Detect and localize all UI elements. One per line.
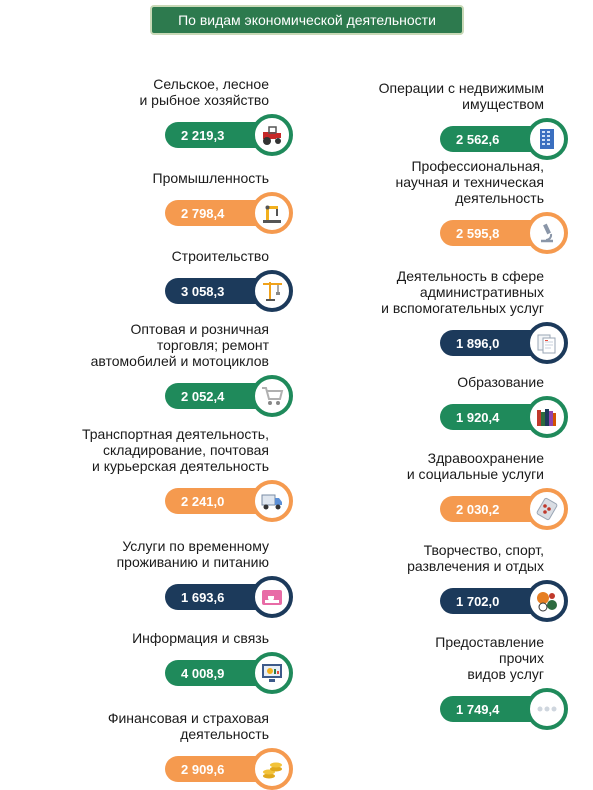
category-label-line: Сельское, лесное bbox=[153, 76, 269, 92]
sports-balls-icon bbox=[537, 592, 557, 612]
category-label-line: торговля; ремонт bbox=[156, 337, 269, 353]
value-label: 4 008,9 bbox=[181, 665, 225, 681]
value-label: 1 749,4 bbox=[456, 701, 500, 717]
icon-circle bbox=[251, 480, 293, 522]
value-label: 3 058,3 bbox=[181, 283, 225, 299]
category-label-line: видов услуг bbox=[467, 666, 544, 682]
category-label-line: развлечения и отдых bbox=[407, 558, 544, 574]
value-label: 2 052,4 bbox=[181, 388, 225, 404]
category-label-line: Строительство bbox=[171, 248, 269, 264]
category-label: Транспортная деятельность, складирование,… bbox=[82, 426, 269, 474]
icon-circle bbox=[526, 322, 568, 364]
category-label-line: и рыбное хозяйство bbox=[139, 92, 269, 108]
value-label: 2 241,0 bbox=[181, 493, 225, 509]
crane-icon bbox=[263, 282, 282, 301]
icon-circle bbox=[526, 688, 568, 730]
category-label-line: деятельность bbox=[455, 190, 544, 206]
icon-circle bbox=[526, 396, 568, 438]
category-label: Образование bbox=[457, 374, 544, 390]
ellipsis-icon bbox=[537, 706, 557, 712]
industrial-robot-icon bbox=[263, 205, 281, 223]
value-label: 1 920,4 bbox=[456, 409, 500, 425]
value-label: 1 693,6 bbox=[181, 589, 225, 605]
icon-circle bbox=[251, 375, 293, 417]
icon-circle bbox=[251, 114, 293, 156]
icon-circle bbox=[251, 576, 293, 618]
category-label-line: Оптовая и розничная bbox=[130, 321, 269, 337]
tractor-icon bbox=[263, 126, 281, 145]
category-label-line: автомобилей и мотоциклов bbox=[90, 353, 269, 369]
category-label-line: Профессиональная, bbox=[411, 158, 544, 174]
category-label-line: Информация и связь bbox=[132, 630, 269, 646]
value-label: 1 702,0 bbox=[456, 593, 500, 609]
icon-circle bbox=[251, 652, 293, 694]
icon-circle bbox=[251, 270, 293, 312]
category-label: Предоставление прочих видов услуг bbox=[435, 634, 544, 682]
category-label: Здравоохранение и социальные услуги bbox=[407, 450, 544, 482]
value-label: 2 595,8 bbox=[456, 225, 500, 241]
category-label-line: научная и техническая bbox=[395, 174, 544, 190]
category-label-line: складирование, почтовая bbox=[102, 442, 269, 458]
category-label-line: Здравоохранение bbox=[427, 450, 544, 466]
books-icon bbox=[537, 409, 556, 426]
microscope-icon bbox=[541, 223, 553, 243]
icon-circle bbox=[526, 212, 568, 254]
category-label: Сельское, лесное и рыбное хозяйство bbox=[139, 76, 269, 108]
category-label-line: Предоставление bbox=[435, 634, 544, 650]
category-label-line: и вспомогательных услуг bbox=[381, 300, 544, 316]
value-label: 2 219,3 bbox=[181, 127, 225, 143]
monitor-chart-icon bbox=[262, 664, 282, 682]
truck-icon bbox=[261, 494, 282, 510]
category-label-line: проживанию и питанию bbox=[116, 554, 269, 570]
value-label: 2 030,2 bbox=[456, 501, 500, 517]
category-label: Оптовая и розничная торговля; ремонт автом… bbox=[91, 321, 269, 369]
icon-circle bbox=[526, 488, 568, 530]
value-label: 1 896,0 bbox=[456, 335, 500, 351]
category-label: Операции с недвижимым имуществом bbox=[379, 80, 544, 112]
value-label: 2 798,4 bbox=[181, 205, 225, 221]
category-label-line: Операции с недвижимым bbox=[378, 80, 544, 96]
page-title: По видам экономической деятельности bbox=[150, 5, 464, 35]
category-label: Финансовая и страховая деятельность bbox=[108, 710, 269, 742]
category-label-line: Транспортная деятельность, bbox=[81, 426, 269, 442]
pills-icon bbox=[536, 497, 558, 521]
category-label-line: Финансовая и страховая bbox=[107, 710, 269, 726]
category-label: Профессиональная, научная и техническая де… bbox=[395, 158, 544, 206]
category-label-line: Творчество, спорт, bbox=[423, 542, 544, 558]
category-label: Услуги по временному проживанию и питанию bbox=[117, 538, 269, 570]
shopping-cart-icon bbox=[262, 387, 284, 405]
category-label-line: и социальные услуги bbox=[406, 466, 544, 482]
category-label-line: Деятельность в сфере bbox=[396, 268, 544, 284]
hotel-sign-icon bbox=[262, 590, 282, 605]
category-label-line: и курьерская деятельность bbox=[92, 458, 269, 474]
category-label: Творчество, спорт, развлечения и отдых bbox=[407, 542, 544, 574]
building-icon bbox=[540, 129, 554, 149]
value-label: 2 909,6 bbox=[181, 761, 225, 777]
category-label: Информация и связь bbox=[132, 630, 269, 646]
value-label: 2 562,6 bbox=[456, 131, 500, 147]
category-label-line: имуществом bbox=[462, 96, 544, 112]
category-label: Промышленность bbox=[153, 170, 269, 186]
category-label-line: административных bbox=[419, 284, 544, 300]
category-label-line: Образование bbox=[457, 374, 544, 390]
category-label-line: прочих bbox=[499, 650, 544, 666]
documents-icon bbox=[537, 334, 556, 354]
icon-circle bbox=[251, 192, 293, 234]
category-label-line: деятельность bbox=[180, 726, 269, 742]
icon-circle bbox=[526, 580, 568, 622]
category-label-line: Услуги по временному bbox=[122, 538, 269, 554]
category-label: Деятельность в сфере административных и вс… bbox=[381, 268, 544, 316]
coins-icon bbox=[263, 762, 282, 779]
category-label-line: Промышленность bbox=[152, 170, 269, 186]
category-label: Строительство bbox=[172, 248, 269, 264]
icon-circle bbox=[526, 118, 568, 160]
